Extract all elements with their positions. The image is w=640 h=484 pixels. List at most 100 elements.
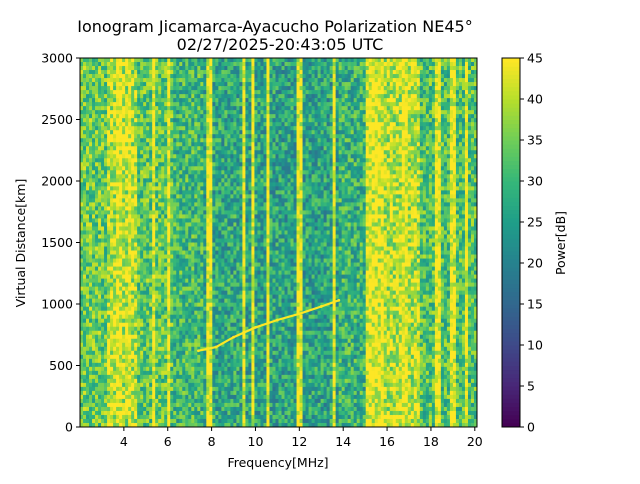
- heatmap-cell: [86, 242, 90, 247]
- heatmap-cell: [92, 346, 96, 352]
- heatmap-cell: [167, 298, 171, 304]
- heatmap-cell: [152, 374, 156, 380]
- heatmap-cell: [140, 170, 144, 175]
- heatmap-cell: [182, 214, 186, 219]
- heatmap-cell: [200, 270, 204, 275]
- heatmap-cell: [212, 386, 216, 392]
- heatmap-cell: [98, 190, 102, 195]
- heatmap-cell: [167, 210, 171, 215]
- heatmap-cell: [101, 326, 105, 332]
- heatmap-cell: [152, 238, 156, 243]
- heatmap-cell: [137, 382, 141, 388]
- heatmap-cell: [161, 354, 165, 360]
- heatmap-cell: [143, 410, 147, 416]
- heatmap-cell: [206, 274, 210, 279]
- heatmap-cell: [230, 186, 234, 191]
- heatmap-cell: [161, 206, 165, 211]
- heatmap-cell: [107, 222, 111, 227]
- heatmap-cell: [200, 110, 204, 115]
- heatmap-cell: [140, 230, 144, 235]
- heatmap-cell: [194, 82, 198, 87]
- heatmap-cell: [116, 214, 120, 219]
- heatmap-cell: [158, 374, 162, 380]
- heatmap-cell: [197, 354, 201, 360]
- heatmap-cell: [227, 214, 231, 219]
- heatmap-cell: [206, 290, 210, 296]
- heatmap-cell: [104, 270, 108, 275]
- heatmap-cell: [128, 334, 132, 340]
- heatmap-cell: [215, 158, 219, 163]
- heatmap-cell: [143, 214, 147, 219]
- heatmap-cell: [176, 154, 180, 159]
- heatmap-cell: [185, 134, 189, 139]
- heatmap-cell: [98, 406, 102, 412]
- heatmap-cell: [107, 62, 111, 67]
- heatmap-cell: [149, 394, 153, 400]
- heatmap-cell: [239, 82, 243, 87]
- heatmap-cell: [224, 234, 228, 239]
- heatmap-cell: [131, 202, 135, 207]
- heatmap-cell: [131, 350, 135, 356]
- heatmap-cell: [113, 174, 117, 179]
- heatmap-cell: [209, 154, 213, 159]
- heatmap-cell: [191, 242, 195, 247]
- heatmap-cell: [191, 82, 195, 87]
- heatmap-cell: [230, 182, 234, 187]
- heatmap-cell: [197, 138, 201, 143]
- heatmap-cell: [128, 246, 132, 251]
- heatmap-cell: [80, 354, 84, 360]
- heatmap-cell: [230, 406, 234, 412]
- heatmap-cell: [149, 266, 153, 271]
- heatmap-cell: [101, 338, 105, 344]
- heatmap-cell: [182, 270, 186, 275]
- heatmap-cell: [131, 174, 135, 179]
- heatmap-cell: [212, 382, 216, 388]
- heatmap-cell: [128, 266, 132, 271]
- heatmap-cell: [98, 118, 102, 123]
- heatmap-cell: [134, 346, 138, 352]
- heatmap-cell: [149, 162, 153, 167]
- heatmap-cell: [179, 170, 183, 175]
- heatmap-cell: [110, 274, 114, 279]
- heatmap-cell: [206, 398, 210, 404]
- heatmap-cell: [104, 78, 108, 83]
- heatmap-cell: [233, 358, 237, 364]
- heatmap-cell: [194, 302, 198, 308]
- heatmap-cell: [80, 82, 84, 87]
- heatmap-cell: [173, 298, 177, 304]
- heatmap-cell: [128, 66, 132, 71]
- heatmap-cell: [143, 98, 147, 103]
- heatmap-cell: [230, 254, 234, 259]
- heatmap-cell: [170, 338, 174, 344]
- heatmap-cell: [191, 358, 195, 364]
- heatmap-cell: [215, 94, 219, 99]
- heatmap-cell: [110, 58, 114, 63]
- heatmap-cell: [185, 82, 189, 87]
- heatmap-cell: [92, 158, 96, 163]
- heatmap-cell: [128, 354, 132, 360]
- heatmap-cell: [218, 382, 222, 388]
- heatmap-cell: [224, 202, 228, 207]
- heatmap-cell: [197, 86, 201, 91]
- heatmap-cell: [212, 378, 216, 384]
- heatmap-cell: [227, 394, 231, 400]
- heatmap-cell: [158, 282, 162, 288]
- heatmap-cell: [140, 358, 144, 364]
- heatmap-cell: [98, 98, 102, 103]
- heatmap-cell: [215, 150, 219, 155]
- heatmap-cell: [125, 222, 129, 227]
- heatmap-cell: [113, 322, 117, 328]
- heatmap-cell: [110, 174, 114, 179]
- heatmap-cell: [164, 66, 168, 71]
- heatmap-cell: [233, 94, 237, 99]
- heatmap-cell: [224, 254, 228, 259]
- heatmap-cell: [188, 414, 192, 420]
- heatmap-cell: [86, 322, 90, 328]
- heatmap-cell: [179, 422, 183, 428]
- heatmap-cell: [131, 326, 135, 332]
- heatmap-cell: [194, 182, 198, 187]
- heatmap-cell: [125, 102, 129, 107]
- heatmap-cell: [212, 154, 216, 159]
- heatmap-cell: [101, 190, 105, 195]
- heatmap-cell: [89, 354, 93, 360]
